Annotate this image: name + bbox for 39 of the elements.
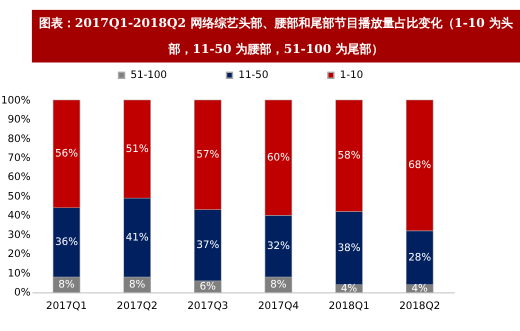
data-label: 6% xyxy=(200,280,216,292)
y-tick-label: 40% xyxy=(8,210,31,222)
x-tick-label: 2017Q1 xyxy=(46,300,87,312)
y-tick-label: 50% xyxy=(8,190,31,202)
chart-title: 图表：2017Q1-2018Q2 网络综艺头部、腰部和尾部节目播放量占比变化（1-10 为头部，11-50 为腰部，51-100 为尾部） xyxy=(38,16,513,56)
data-label: 41% xyxy=(126,231,149,244)
y-tick-label: 80% xyxy=(8,132,31,145)
y-tick-label: 60% xyxy=(8,171,31,184)
data-label: 4% xyxy=(412,282,428,294)
legend-label: 1-10 xyxy=(340,69,364,82)
data-label: 28% xyxy=(408,252,432,264)
x-tick-label: 2018Q2 xyxy=(399,300,440,312)
legend-label: 11-50 xyxy=(238,69,268,82)
x-tick-label: 2018Q1 xyxy=(328,300,370,312)
y-tick-label: 90% xyxy=(8,114,31,126)
y-tick-label: 10% xyxy=(8,267,31,280)
x-tick-label: 2017Q4 xyxy=(258,300,299,312)
data-label: 58% xyxy=(338,150,361,162)
data-label: 4% xyxy=(340,282,358,294)
y-tick-label: 20% xyxy=(8,248,31,260)
x-tick-label: 2017Q2 xyxy=(116,300,158,312)
legend-label: 51-100 xyxy=(130,69,167,82)
data-label: 8% xyxy=(58,278,75,291)
y-tick-label: 70% xyxy=(8,152,31,164)
data-label: 36% xyxy=(55,236,78,248)
data-label: 68% xyxy=(408,159,432,172)
data-label: 32% xyxy=(266,240,290,252)
data-label: 37% xyxy=(196,239,220,252)
y-tick-label: 100% xyxy=(1,94,31,106)
y-tick-label: 30% xyxy=(8,228,31,241)
data-label: 56% xyxy=(55,148,78,160)
data-label: 60% xyxy=(266,152,290,164)
y-tick-label: 0% xyxy=(14,286,31,299)
x-tick-label: 2017Q3 xyxy=(187,300,228,312)
data-label: 8% xyxy=(128,278,146,291)
data-label: 38% xyxy=(338,242,361,254)
data-label: 8% xyxy=(270,278,287,291)
data-label: 57% xyxy=(196,148,220,161)
data-label: 51% xyxy=(126,142,149,155)
